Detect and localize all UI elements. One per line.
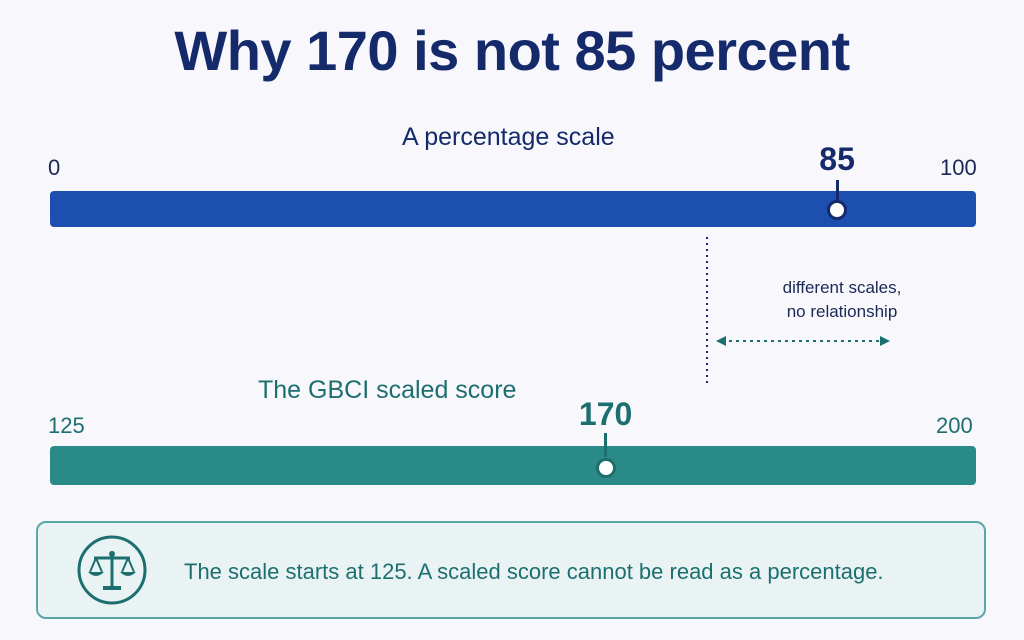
percentage-scale-bar (50, 191, 976, 227)
gbci-scale-label: The GBCI scaled score (258, 376, 517, 404)
gbci-scale-max: 200 (936, 413, 973, 438)
callout-box (36, 521, 986, 619)
page-title: Why 170 is not 85 percent (174, 19, 850, 82)
gbci-scale-min: 125 (48, 413, 85, 438)
gbci-scale-bar (50, 446, 976, 485)
percentage-scale-label: A percentage scale (402, 123, 615, 151)
percentage-marker-tick (835, 180, 839, 200)
gbci-marker-tick (604, 433, 608, 457)
gbci-marker-dot (595, 458, 616, 478)
percentage-marker-dot (827, 200, 848, 220)
relationship-note: different scales, no relationship (752, 276, 932, 324)
percentage-marker-value: 85 (819, 141, 855, 177)
percentage-scale-min: 0 (48, 155, 61, 180)
relationship-note-line1: different scales, (782, 278, 902, 297)
gbci-marker-value: 170 (578, 396, 633, 432)
arrow-left-head (716, 336, 726, 346)
balance-scale-icon (77, 535, 147, 605)
relationship-note-line2: no relationship (786, 302, 898, 321)
callout-text: The scale starts at 125. A scaled score … (184, 559, 884, 584)
arrow-right-head (880, 336, 890, 346)
percentage-scale-max: 100 (940, 155, 977, 180)
